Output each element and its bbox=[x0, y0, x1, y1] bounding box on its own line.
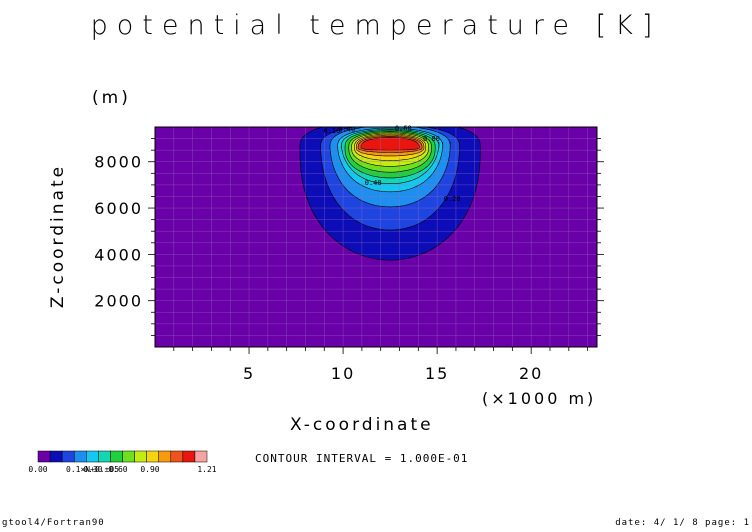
colorbar-swatch bbox=[110, 450, 123, 463]
contour-label: 0.60 bbox=[395, 124, 412, 132]
colorbar-tick-label: 0.90 bbox=[140, 465, 159, 474]
colorbar-swatch bbox=[49, 450, 63, 463]
x-axis-title: X-coordinate bbox=[290, 415, 434, 435]
footer-date: date: 4/ 1/ 8 page: 1 bbox=[615, 518, 750, 528]
x-tick-label: 15 bbox=[425, 364, 449, 383]
y-tick-label: 6000 bbox=[94, 199, 143, 218]
grid-lines bbox=[155, 127, 597, 347]
contour-label: 0.10 bbox=[323, 127, 340, 135]
y-tick-label: 8000 bbox=[94, 153, 143, 172]
x-tick-label: 20 bbox=[519, 364, 543, 383]
contour-label: 0.80 bbox=[423, 135, 440, 143]
colorbar-swatch bbox=[61, 450, 75, 463]
colorbar-swatch bbox=[194, 450, 208, 463]
contour-label: 0.20 bbox=[444, 195, 461, 203]
colorbar-tick-label: 0.60 bbox=[108, 465, 127, 474]
colorbar-swatch bbox=[37, 450, 51, 463]
y-tick-label: 4000 bbox=[94, 245, 143, 264]
contour-interval-text: CONTOUR INTERVAL = 1.000E-01 bbox=[255, 452, 469, 465]
colorbar-swatch bbox=[134, 450, 147, 463]
x-axis-unit: (×1000 m) bbox=[482, 389, 597, 408]
footer-program: gtool4/Fortran90 bbox=[2, 518, 105, 528]
y-tick-label: 2000 bbox=[94, 292, 143, 311]
colorbar-tick-label: 0.00 bbox=[28, 465, 47, 474]
chart-title: potential temperature [K] bbox=[90, 10, 662, 41]
contour-bands bbox=[299, 127, 481, 261]
colorbar-swatch bbox=[122, 450, 135, 463]
colorbar-swatch bbox=[146, 450, 159, 463]
colorbar-overlap-text: 0.1×N+0.±05 bbox=[66, 465, 119, 474]
colorbar-swatch bbox=[158, 450, 172, 463]
colorbar-tick-label: 1.21 bbox=[197, 465, 216, 474]
y-axis-unit: (m) bbox=[92, 88, 131, 108]
contour-label: 0.40 bbox=[338, 126, 355, 134]
colorbar-swatch bbox=[170, 450, 184, 463]
plot-frame bbox=[154, 126, 598, 348]
contour-label: 0.40 bbox=[365, 179, 382, 187]
colorbar-tick-label: 0.30 bbox=[83, 465, 102, 474]
x-tick-label: 5 bbox=[243, 364, 255, 383]
colorbar-swatch bbox=[86, 450, 99, 463]
x-tick-label: 10 bbox=[331, 364, 355, 383]
colorbar-swatch bbox=[182, 450, 196, 463]
colorbar-swatch bbox=[73, 450, 87, 463]
colorbar-swatch bbox=[98, 450, 111, 463]
